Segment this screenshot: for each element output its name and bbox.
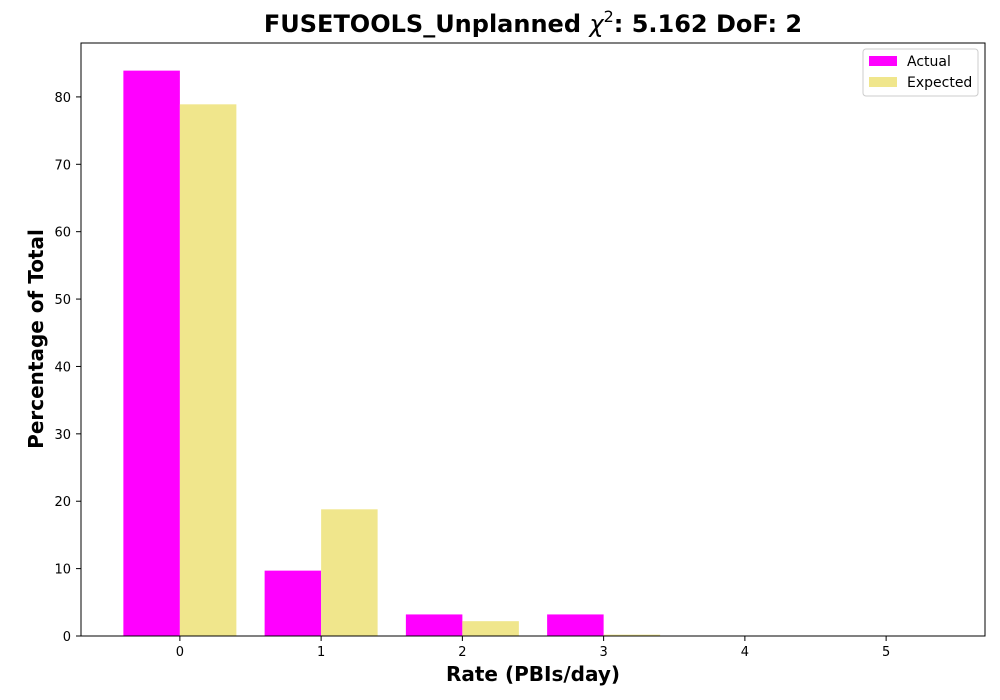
y-tick-label-10: 10 [54,563,71,578]
y-tick-label-70: 70 [54,158,71,173]
bar-actual-0 [123,70,180,636]
x-tick-label-2: 2 [458,645,466,660]
legend-swatch-actual [869,56,897,66]
y-tick-label-40: 40 [54,360,71,375]
plot-frame [80,42,986,637]
chart-title-superscript: 2 [604,7,614,26]
chart-title-chi-symbol: χ [587,10,604,38]
x-tick-label-4: 4 [741,645,749,660]
bar-expected-3 [603,634,661,636]
y-tick-label-50: 50 [54,293,71,308]
y-tick-label-20: 20 [54,495,71,510]
x-tick-label-5: 5 [882,645,890,660]
y-tick-label-80: 80 [54,91,71,106]
bar-expected-2 [462,621,519,636]
legend-label-actual: Actual [907,54,951,70]
y-tick-label-0: 0 [63,630,71,645]
bar-expected-1 [321,509,378,636]
chart-title-suffix: : 5.162 DoF: 2 [614,10,802,38]
x-axis-label: Rate (PBIs/day) [446,662,620,686]
bars-layer [123,70,661,636]
chart-title: FUSETOOLS_Unplanned χ2: 5.162 DoF: 2 [264,7,802,38]
bar-actual-1 [264,570,322,636]
bar-actual-3 [547,614,604,636]
x-tick-label-0: 0 [176,645,184,660]
y-axis-ticks: 0 10 20 30 40 50 60 70 80 [54,91,81,645]
legend: Actual Expected [862,48,979,97]
bar-expected-0 [179,104,237,636]
x-tick-label-3: 3 [599,645,607,660]
y-tick-label-30: 30 [54,428,71,443]
y-tick-label-60: 60 [54,226,71,241]
legend-label-expected: Expected [907,75,972,91]
bar-actual-2 [405,614,463,636]
legend-swatch-expected [869,77,897,87]
y-axis-label: Percentage of Total [24,229,48,449]
x-tick-label-1: 1 [317,645,325,660]
chart-title-prefix: FUSETOOLS_Unplanned [264,10,589,38]
x-axis-ticks: 0 1 2 3 4 5 [176,636,890,660]
